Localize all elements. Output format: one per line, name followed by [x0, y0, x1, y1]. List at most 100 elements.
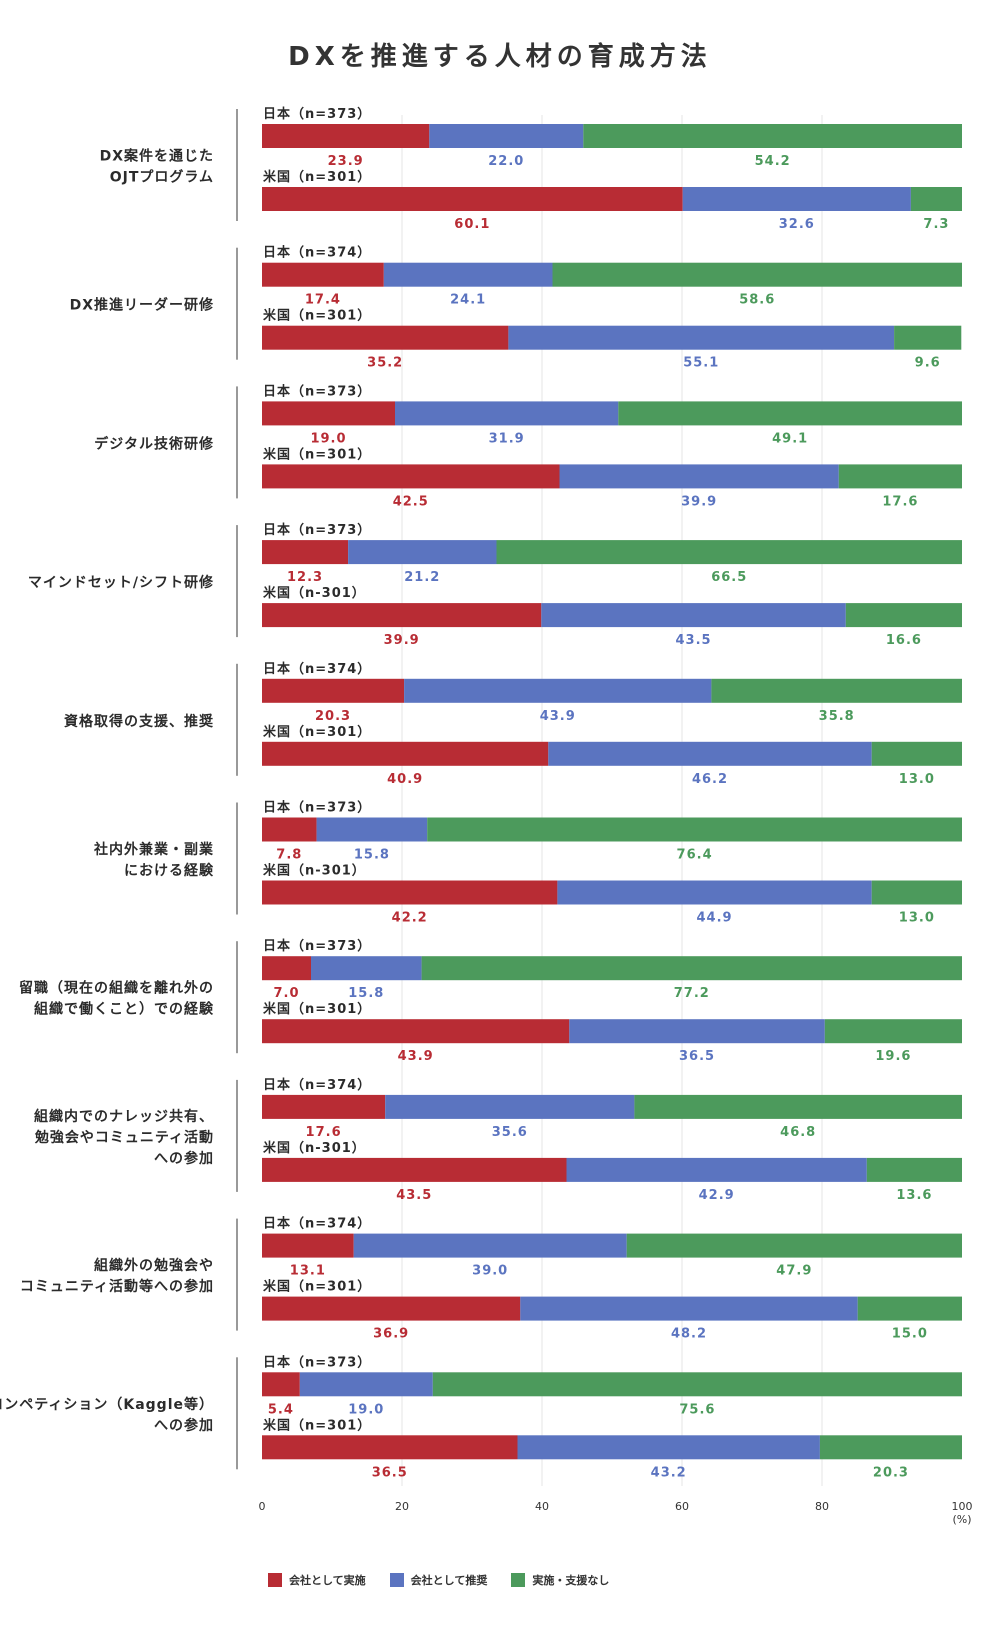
row-label: 日本（n=373）: [263, 800, 371, 816]
bar-segment: [845, 603, 962, 628]
bar-segment: [894, 325, 962, 350]
data-label: 43.2: [651, 1465, 687, 1480]
bar-segment: [262, 401, 395, 426]
bar-segment: [262, 187, 683, 211]
bar-segment: [262, 880, 558, 905]
bar-segment: [548, 741, 872, 766]
bar-segment: [541, 603, 846, 628]
data-label: 76.4: [677, 848, 713, 863]
bar-segment: [262, 1372, 300, 1397]
row-label: 日本（n=374）: [263, 1216, 371, 1232]
legend-label-implemented: 会社として実施: [289, 1574, 366, 1587]
data-label: 35.6: [492, 1125, 528, 1140]
category-label: における経験: [124, 862, 214, 879]
row-label: 米国（n=301）: [263, 308, 371, 324]
category-label: OJTプログラム: [110, 169, 214, 186]
category-label: への参加: [154, 1417, 214, 1434]
data-label: 5.4: [268, 1402, 294, 1417]
bar-segment: [566, 1157, 867, 1182]
data-label: 17.4: [305, 293, 341, 308]
category-label: DX案件を通じた: [100, 148, 214, 165]
legend-item-implemented: 会社として実施: [268, 1572, 366, 1588]
row-label: 日本（n=374）: [263, 661, 371, 677]
bar-segment: [348, 540, 497, 565]
data-label: 54.2: [755, 154, 791, 169]
category-label: 組織外の勉強会や: [94, 1257, 214, 1274]
bar-segment: [429, 124, 584, 148]
row-label: 日本（n=374）: [263, 1077, 371, 1093]
data-label: 13.0: [899, 772, 935, 787]
bar-segment: [262, 956, 311, 981]
bar-segment: [583, 124, 962, 148]
data-label: 42.2: [392, 911, 428, 926]
data-label: 55.1: [683, 356, 719, 371]
row-label: 米国（n=301）: [263, 169, 371, 185]
bar-segment: [421, 956, 963, 981]
category-label: 勉強会やコミュニティ活動: [34, 1129, 214, 1146]
bar-segment: [496, 540, 962, 565]
bar-segment: [427, 817, 962, 842]
row-label: 米国（n=301）: [263, 1001, 371, 1017]
category-label: 留職（現在の組織を離れ外の: [19, 980, 214, 997]
bar-segment: [866, 1157, 962, 1182]
bar-segment: [682, 187, 911, 211]
data-label: 39.9: [681, 494, 717, 509]
data-label: 39.9: [384, 633, 420, 648]
x-tick-label: 0: [259, 1500, 266, 1513]
legend-label-recommended: 会社として推奨: [410, 1574, 488, 1587]
bar-segment: [262, 1019, 570, 1044]
bar-segment: [262, 817, 317, 842]
data-label: 7.0: [273, 986, 299, 1001]
row-label: 日本（n=373）: [263, 938, 371, 954]
data-label: 58.6: [739, 293, 775, 308]
data-label: 35.2: [367, 356, 403, 371]
legend-swatch-implemented: [268, 1573, 282, 1587]
row-label: 米国（n-301）: [263, 1140, 366, 1156]
data-label: 15.8: [348, 986, 384, 1001]
data-label: 12.3: [287, 570, 323, 585]
data-label: 20.3: [315, 709, 351, 724]
bar-segment: [262, 124, 430, 148]
data-label: 44.9: [697, 911, 733, 926]
legend-swatch-none: [511, 1573, 526, 1587]
bar-segment: [262, 741, 549, 766]
bar-segment: [262, 1233, 354, 1258]
bar-segment: [262, 1296, 521, 1321]
data-label: 35.8: [819, 709, 855, 724]
data-label: 36.5: [679, 1049, 715, 1064]
category-label: コミュニティ活動等への参加: [20, 1278, 214, 1295]
bar-segment: [634, 1094, 962, 1119]
bar-segment: [569, 1019, 825, 1044]
x-tick-label: 20: [395, 1500, 409, 1513]
data-label: 24.1: [450, 293, 486, 308]
data-label: 48.2: [671, 1327, 707, 1342]
category-label: 資格取得の支援、推奨: [64, 713, 214, 730]
category-label: 社内外兼業・副業: [93, 841, 214, 858]
category-label: DX推進リーダー研修: [70, 297, 214, 314]
data-label: 22.0: [488, 154, 524, 169]
data-label: 19.0: [348, 1402, 384, 1417]
bar-segment: [262, 540, 349, 565]
data-label: 7.3: [923, 217, 949, 232]
data-label: 42.5: [393, 494, 429, 509]
data-label: 15.8: [354, 848, 390, 863]
data-label: 23.9: [328, 154, 364, 169]
data-label: 13.0: [899, 911, 935, 926]
bar-segment: [520, 1296, 858, 1321]
bar-segment: [871, 741, 962, 766]
bar-segment: [711, 678, 962, 703]
data-label: 19.0: [310, 431, 346, 446]
data-label: 43.9: [398, 1049, 434, 1064]
row-label: 米国（n=301）: [263, 724, 371, 740]
x-axis-unit: (%): [952, 1513, 971, 1526]
bar-segment: [824, 1019, 962, 1044]
data-label: 20.3: [873, 1465, 909, 1480]
x-tick-label: 40: [535, 1500, 549, 1513]
data-label: 43.5: [676, 633, 712, 648]
row-label: 日本（n=374）: [263, 245, 371, 261]
data-label: 32.6: [779, 217, 815, 232]
category-label: 組織内でのナレッジ共有、: [34, 1108, 214, 1125]
row-label: 米国（n-301）: [263, 585, 366, 601]
bar-segment: [395, 401, 619, 426]
data-label: 13.6: [896, 1188, 932, 1203]
